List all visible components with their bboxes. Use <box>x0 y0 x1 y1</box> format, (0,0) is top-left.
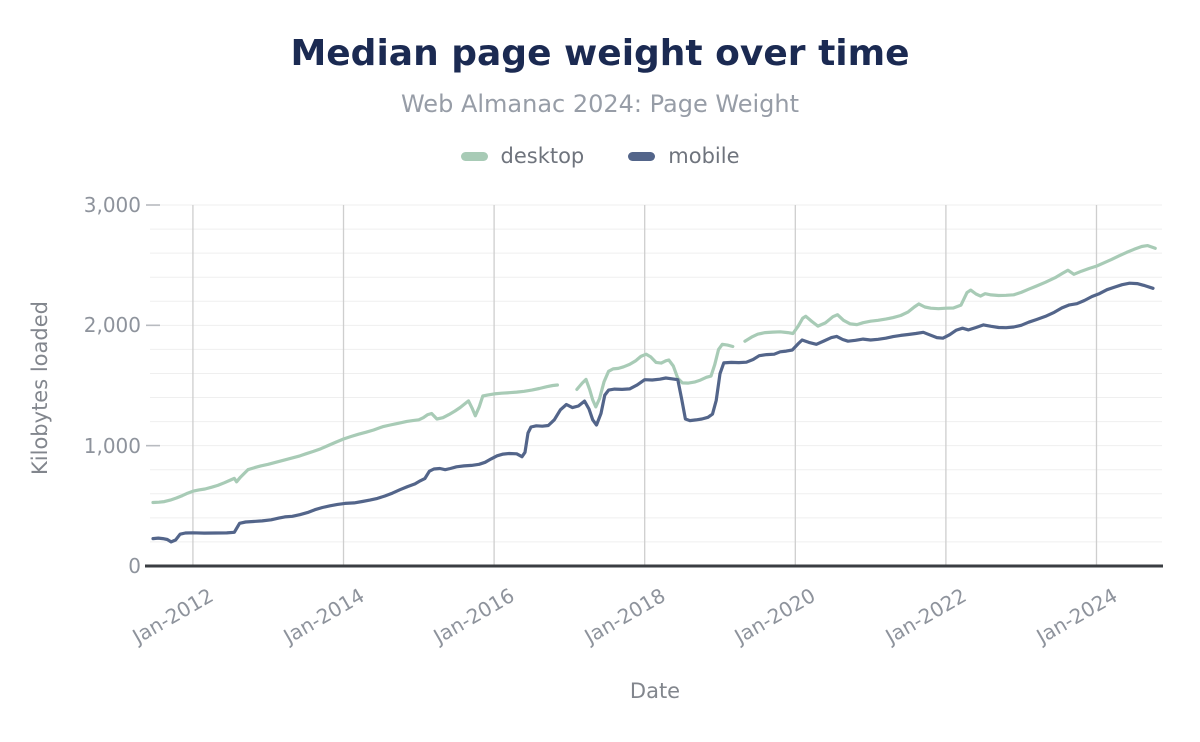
legend: desktop mobile <box>0 144 1200 168</box>
legend-item-desktop[interactable]: desktop <box>460 144 585 168</box>
mobile-line[interactable] <box>151 281 1155 544</box>
legend-swatch-desktop <box>460 151 488 161</box>
y-tick-label: 3,000 <box>83 193 141 217</box>
legend-item-mobile[interactable]: mobile <box>628 144 740 168</box>
y-tick-label: 1,000 <box>83 433 141 458</box>
chart-subtitle: Web Almanac 2024: Page Weight <box>400 90 799 118</box>
desktop-line[interactable] <box>575 342 735 409</box>
desktop-line[interactable] <box>743 244 1157 343</box>
y-tick-label: 2,000 <box>83 313 141 338</box>
chart-title: Median page weight over time <box>290 33 910 74</box>
y-axis-title: Kilobytes loaded <box>28 301 52 475</box>
y-tick-label: 0 <box>128 554 141 578</box>
legend-label-desktop: desktop <box>500 144 585 168</box>
legend-label-mobile: mobile <box>668 144 740 168</box>
desktop-line[interactable] <box>151 383 559 505</box>
x-axis-title: Date <box>629 679 681 703</box>
legend-swatch-mobile <box>628 151 656 161</box>
